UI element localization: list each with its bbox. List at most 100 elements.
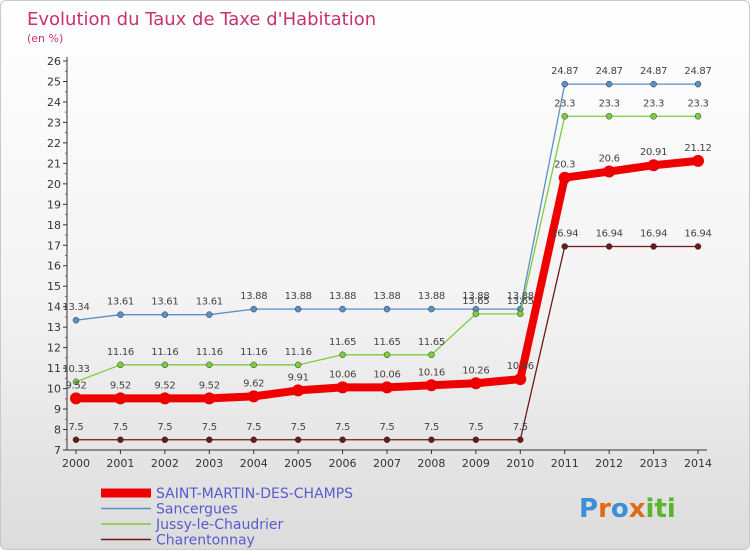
x-tick-label: 2005 — [284, 457, 312, 470]
data-point-jussy-le-chaudrier — [428, 351, 435, 359]
data-label-jussy-le-chaudrier: 23.3 — [643, 98, 664, 109]
data-label-jussy-le-chaudrier: 11.16 — [151, 347, 178, 358]
y-tick-label: 10 — [47, 383, 61, 396]
data-point-jussy-le-chaudrier — [206, 361, 213, 369]
legend-label-jussy-le-chaudrier: Jussy-le-Chaudrier — [155, 517, 283, 533]
data-label-sancergues: 13.88 — [462, 291, 489, 302]
y-tick-label: 14 — [47, 301, 61, 314]
data-point-sancergues — [117, 311, 124, 318]
data-label-sancergues: 13.61 — [107, 297, 134, 308]
data-point-jussy-le-chaudrier — [161, 361, 169, 369]
chart-subtitle: (en %) — [27, 32, 63, 45]
data-label-sancergues: 13.88 — [285, 291, 312, 302]
data-label-charentonnay: 16.94 — [684, 228, 711, 239]
x-tick-label: 2011 — [551, 457, 579, 470]
data-point-sancergues — [428, 305, 435, 313]
x-tick-label: 2012 — [595, 457, 623, 470]
data-point-sancergues — [250, 305, 257, 313]
data-point-jussy-le-chaudrier — [650, 113, 657, 120]
data-point-charentonnay — [117, 436, 124, 444]
data-label-charentonnay: 7.5 — [157, 422, 172, 433]
data-label-saint-martin-des-champs: 10.26 — [462, 365, 489, 376]
data-point-jussy-le-chaudrier — [339, 351, 346, 359]
data-label-sancergues: 13.61 — [196, 297, 223, 308]
logo-letter: P — [579, 494, 598, 524]
data-point-charentonnay — [72, 436, 80, 444]
data-point-jussy-le-chaudrier — [294, 361, 302, 369]
data-label-saint-martin-des-champs: 9.91 — [288, 372, 309, 383]
data-point-sancergues — [161, 311, 169, 318]
data-label-charentonnay: 16.94 — [640, 228, 667, 239]
data-label-charentonnay: 7.5 — [291, 422, 306, 433]
y-tick-label: 24 — [47, 96, 61, 109]
logo-letter: t — [654, 494, 666, 524]
data-point-jussy-le-chaudrier — [72, 378, 80, 386]
data-label-jussy-le-chaudrier: 11.65 — [373, 337, 400, 348]
y-tick-label: 23 — [47, 116, 61, 129]
data-label-saint-martin-des-champs: 10.16 — [418, 367, 445, 378]
data-label-charentonnay: 7.5 — [335, 422, 350, 433]
data-label-sancergues: 13.34 — [62, 302, 89, 313]
data-point-charentonnay — [650, 243, 657, 250]
x-tick-label: 2000 — [62, 457, 90, 470]
y-tick-label: 21 — [47, 157, 61, 170]
data-point-saint-martin-des-champs — [247, 390, 260, 403]
data-label-jussy-le-chaudrier: 11.65 — [418, 337, 445, 348]
data-label-sancergues: 13.88 — [373, 291, 400, 302]
logo-letter: r — [598, 494, 611, 524]
y-tick-label: 26 — [47, 55, 61, 68]
data-point-charentonnay — [339, 436, 346, 444]
series-line-saint-martin-des-champs — [72, 156, 702, 403]
x-tick-label: 2013 — [640, 457, 668, 470]
data-point-charentonnay — [294, 436, 302, 444]
data-point-saint-martin-des-champs — [114, 392, 127, 405]
data-label-saint-martin-des-champs: 20.91 — [640, 147, 667, 158]
data-label-jussy-le-chaudrier: 11.16 — [196, 347, 223, 358]
data-point-saint-martin-des-champs — [692, 154, 704, 167]
data-labels: 13.34 13.61 13.61 13.61 13.88 13.88 13.88 13.88… — [62, 66, 711, 433]
data-label-saint-martin-des-champs: 9.52 — [154, 380, 175, 391]
data-point-sancergues — [72, 316, 80, 324]
data-label-charentonnay: 7.5 — [468, 422, 483, 433]
y-tick-label: 7 — [54, 444, 61, 457]
x-tick-label: 2006 — [329, 457, 357, 470]
data-point-charentonnay — [472, 436, 480, 444]
data-label-sancergues: 13.88 — [418, 291, 445, 302]
data-point-saint-martin-des-champs — [603, 165, 616, 178]
y-tick-label: 9 — [54, 403, 61, 416]
series-line-sancergues — [75, 83, 699, 321]
data-label-charentonnay: 7.5 — [379, 422, 394, 433]
data-label-charentonnay: 7.5 — [246, 422, 261, 433]
data-label-jussy-le-chaudrier: 23.3 — [554, 98, 575, 109]
data-point-jussy-le-chaudrier — [117, 361, 124, 369]
data-point-saint-martin-des-champs — [70, 392, 82, 405]
x-tick-label: 2007 — [373, 457, 401, 470]
data-label-sancergues: 13.88 — [329, 291, 356, 302]
data-point-saint-martin-des-champs — [558, 171, 571, 184]
data-point-jussy-le-chaudrier — [250, 361, 257, 369]
data-point-saint-martin-des-champs — [381, 381, 393, 394]
data-label-jussy-le-chaudrier: 11.16 — [107, 347, 134, 358]
data-label-jussy-le-chaudrier: 13.65 — [462, 296, 489, 307]
y-tick-label: 17 — [47, 239, 61, 252]
data-label-charentonnay: 7.5 — [68, 422, 83, 433]
data-point-charentonnay — [250, 436, 257, 444]
data-point-sancergues — [694, 80, 702, 88]
data-point-charentonnay — [428, 436, 435, 444]
data-label-saint-martin-des-champs: 9.62 — [243, 378, 264, 389]
data-point-sancergues — [561, 80, 568, 88]
logo-letter: i — [646, 494, 655, 524]
data-point-saint-martin-des-champs — [469, 377, 482, 390]
data-label-charentonnay: 7.5 — [424, 422, 439, 433]
data-label-saint-martin-des-champs: 20.3 — [554, 160, 575, 171]
logo-letter: o — [611, 494, 629, 524]
data-point-sancergues — [339, 305, 346, 313]
data-point-sancergues — [605, 80, 613, 88]
data-point-saint-martin-des-champs — [425, 379, 438, 392]
x-tick-label: 2009 — [462, 457, 490, 470]
data-point-sancergues — [650, 80, 657, 88]
data-point-sancergues — [294, 305, 302, 313]
data-label-sancergues: 13.88 — [507, 291, 534, 302]
data-point-saint-martin-des-champs — [203, 392, 216, 405]
